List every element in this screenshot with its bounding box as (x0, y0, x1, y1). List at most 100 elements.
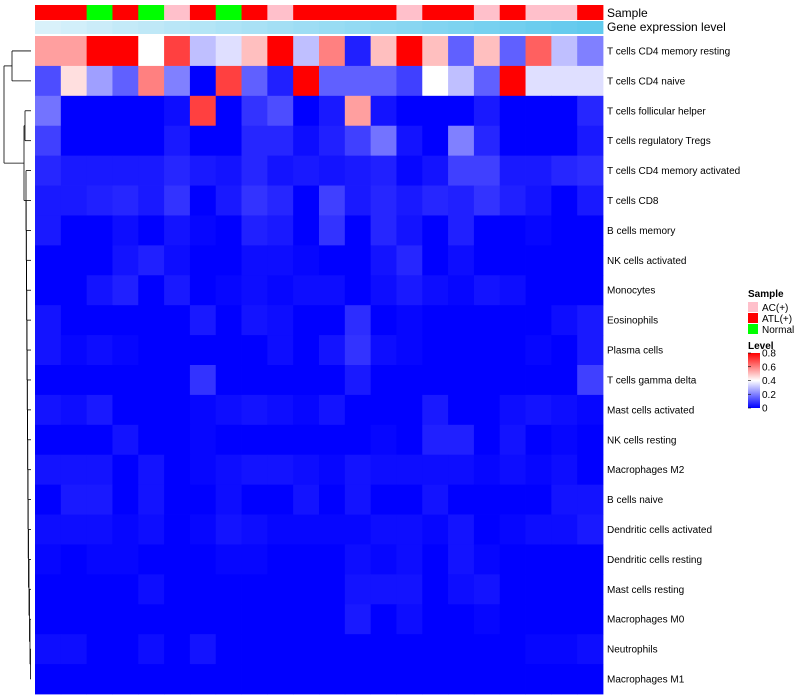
row-label: Monocytes (607, 286, 655, 297)
heatmap-cell (293, 394, 320, 426)
heatmap-cell (577, 155, 604, 186)
heatmap-cell (164, 604, 191, 635)
legend-sample-label: ATL(+) (762, 314, 792, 325)
sample-anno-cell (60, 5, 88, 20)
heatmap-cell (319, 335, 346, 366)
sample-anno-cell (396, 5, 423, 20)
heatmap-cell (577, 394, 604, 426)
heatmap-cell (267, 604, 294, 635)
row-label: T cells CD4 memory activated (607, 166, 740, 177)
heatmap-cell (293, 185, 320, 216)
legend-level-tick-label: 0 (762, 404, 768, 415)
heatmap-cell (267, 36, 294, 67)
heatmap-cell (189, 574, 217, 605)
heatmap-cell (551, 36, 578, 67)
heatmap-cell (422, 95, 449, 127)
heatmap-cell (577, 335, 604, 366)
sample-anno-cell (293, 5, 320, 20)
heatmap-cell (215, 454, 242, 486)
heatmap-cell (241, 634, 268, 665)
heatmap-cell (344, 275, 372, 306)
heatmap-cell (138, 95, 165, 127)
heatmap-cell (60, 185, 88, 216)
row-label: Macrophages M0 (607, 615, 685, 626)
heatmap-cell (319, 155, 346, 186)
heatmap-cell (577, 95, 604, 127)
heatmap-cell (577, 125, 604, 157)
heatmap-cell (60, 155, 88, 186)
heatmap-cell (35, 215, 62, 246)
heatmap-cell (60, 394, 88, 426)
heatmap-cell (267, 514, 294, 545)
heatmap-cell (551, 454, 578, 486)
heatmap-cell (319, 544, 346, 575)
heatmap-cell (164, 514, 191, 545)
heatmap-cell (551, 275, 578, 306)
heatmap-cell (499, 604, 526, 635)
sample-anno-cell (164, 5, 191, 20)
heatmap-cell (138, 454, 165, 486)
heatmap-cell (241, 484, 268, 515)
heatmap-cell (293, 95, 320, 127)
heatmap-cell (319, 484, 346, 515)
level-annotation-label: Gene expression level (607, 20, 726, 34)
heatmap-cell (293, 574, 320, 605)
heatmap-cell (344, 125, 372, 157)
heatmap-cell (35, 275, 62, 306)
heatmap-cell (448, 95, 475, 127)
level-annotation-bar (35, 21, 604, 34)
heatmap-cell (525, 514, 552, 545)
heatmap-cell (344, 604, 372, 635)
heatmap-cell (86, 65, 113, 97)
heatmap-cell (319, 95, 346, 127)
heatmap-cell (293, 664, 320, 695)
heatmap-cell (551, 365, 578, 396)
legend-level-tick-label: 0.8 (762, 349, 776, 360)
heatmap-cell (344, 95, 372, 127)
heatmap-cell (344, 155, 372, 186)
heatmap-cell (499, 335, 526, 366)
heatmap-cell (112, 634, 139, 665)
heatmap-cell (448, 65, 475, 97)
heatmap-cell (86, 155, 113, 186)
heatmap-cell (473, 245, 501, 276)
heatmap-cell (448, 215, 475, 246)
heatmap-cell (267, 215, 294, 246)
heatmap-cell (396, 634, 423, 665)
heatmap-cell (525, 484, 552, 515)
heatmap-cell (422, 65, 449, 97)
heatmap-cell (215, 544, 242, 575)
heatmap-cell (112, 65, 139, 97)
heatmap-cell (448, 275, 475, 306)
heatmap-cell (35, 245, 62, 276)
heatmap-cell (319, 275, 346, 306)
heatmap-cell (370, 335, 397, 366)
heatmap-cell (551, 95, 578, 127)
heatmap-cell (499, 275, 526, 306)
heatmap-cell (267, 155, 294, 186)
heatmap-cell (112, 95, 139, 127)
sample-anno-cell (370, 5, 397, 20)
heatmap-cell (267, 305, 294, 336)
heatmap-cell (138, 155, 165, 186)
sample-anno-cell (35, 5, 62, 20)
heatmap-cell (189, 245, 217, 276)
heatmap-cell (112, 544, 139, 575)
heatmap-cell (396, 305, 423, 336)
sample-anno-cell (525, 5, 552, 20)
level-anno-cell (112, 21, 139, 34)
heatmap-cell (370, 36, 397, 67)
row-label: Macrophages M1 (607, 675, 685, 686)
heatmap-cell (293, 544, 320, 575)
heatmap-cell (577, 634, 604, 665)
heatmap-cell (112, 275, 139, 306)
heatmap-cell (473, 544, 501, 575)
heatmap-cell (577, 454, 604, 486)
level-anno-cell (241, 21, 268, 34)
heatmap-cell (241, 65, 268, 97)
heatmap-cell (577, 245, 604, 276)
heatmap-cell (86, 514, 113, 545)
heatmap-cell (499, 484, 526, 515)
heatmap-cell (370, 365, 397, 396)
